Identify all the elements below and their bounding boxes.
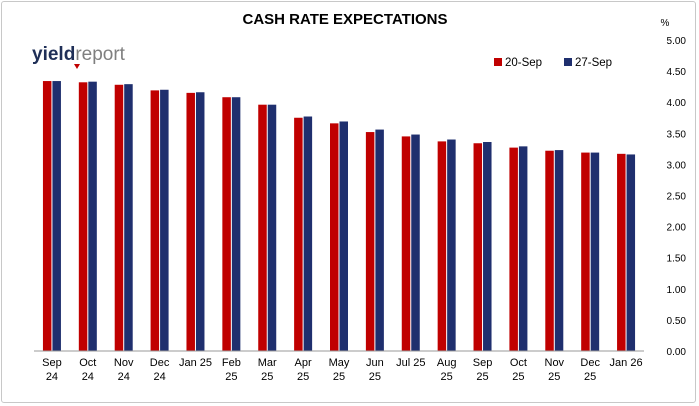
- y-tick-label: 4.00: [667, 98, 687, 109]
- x-tick-label: Jan 25: [179, 357, 212, 369]
- y-tick-label: 1.00: [667, 285, 687, 296]
- y-tick-label: 4.50: [667, 67, 687, 78]
- bar-27-sep: [518, 146, 528, 351]
- bar-20-sep: [222, 97, 231, 351]
- x-tick-label: 25: [476, 371, 488, 383]
- bar-27-sep: [411, 134, 420, 351]
- x-tick-label: Nov: [545, 357, 565, 369]
- x-tick-label: 25: [441, 371, 453, 383]
- logo-marker-icon: [74, 64, 80, 69]
- y-axis-unit-label: %: [661, 18, 670, 29]
- y-tick-label: 1.50: [667, 254, 687, 265]
- y-tick-label: 0.50: [667, 316, 687, 327]
- x-tick-label: Feb: [222, 357, 241, 369]
- bar-27-sep: [52, 81, 61, 352]
- bar-27-sep: [160, 89, 169, 351]
- bar-20-sep: [258, 104, 267, 351]
- bar-27-sep: [231, 97, 241, 351]
- bar-20-sep: [150, 90, 160, 351]
- y-tick-label: 5.00: [667, 36, 687, 47]
- bar-27-sep: [590, 152, 600, 351]
- y-tick-label: 3.50: [667, 129, 687, 140]
- logo: yieldreport: [32, 44, 126, 69]
- y-tick-label: 3.00: [667, 160, 687, 171]
- bar-27-sep: [375, 129, 384, 351]
- legend-label-27-sep: 27-Sep: [575, 57, 612, 69]
- legend-swatch-27-sep: [564, 58, 572, 66]
- y-tick-label: 2.50: [667, 192, 687, 203]
- x-tick-label: Jan 26: [610, 357, 643, 369]
- legend: 20-Sep 27-Sep: [494, 57, 612, 69]
- bar-20-sep: [545, 150, 554, 351]
- x-tick-label: 24: [153, 371, 165, 383]
- bar-20-sep: [78, 82, 88, 352]
- y-tick-label: 0.00: [667, 347, 687, 358]
- bars: [42, 81, 636, 352]
- bar-20-sep: [581, 152, 590, 351]
- bar-20-sep: [186, 92, 195, 352]
- bar-27-sep: [339, 121, 348, 351]
- bar-20-sep: [114, 84, 124, 351]
- logo-text: yieldreport: [32, 44, 126, 65]
- x-tick-label: 24: [46, 371, 58, 383]
- x-tick-label: Nov: [114, 357, 134, 369]
- x-tick-label: 25: [225, 371, 237, 383]
- bar-27-sep: [447, 139, 456, 351]
- x-tick-label: Apr: [295, 357, 312, 369]
- bar-20-sep: [437, 141, 447, 351]
- bar-27-sep: [303, 116, 313, 351]
- x-tick-label: 25: [548, 371, 560, 383]
- bar-20-sep: [294, 117, 303, 351]
- bar-20-sep: [365, 132, 375, 351]
- bar-20-sep: [42, 81, 52, 352]
- x-tick-label: May: [329, 357, 350, 369]
- x-tick-label: 25: [261, 371, 273, 383]
- x-tick-label: Oct: [510, 357, 527, 369]
- x-tick-label: 24: [82, 371, 94, 383]
- x-tick-label: Sep: [42, 357, 62, 369]
- y-axis-ticks: 0.00 0.50 1.00 1.50 2.00 2.50 3.00 3.50 4.00 4.50…: [667, 36, 687, 358]
- legend-swatch-20-sep: [494, 58, 502, 66]
- bar-27-sep: [195, 92, 205, 351]
- bar-20-sep: [473, 143, 483, 351]
- bar-20-sep: [509, 147, 518, 351]
- x-tick-label: 25: [297, 371, 309, 383]
- bar-27-sep: [626, 154, 636, 351]
- x-tick-label: 25: [512, 371, 524, 383]
- y-tick-label: 2.00: [667, 223, 687, 234]
- logo-part-report: report: [75, 44, 125, 65]
- x-tick-label: 25: [369, 371, 381, 383]
- x-axis-labels: Sep 24 Oct 24 Nov 24 Dec 24 Jan 25 Feb 25 Mar 25 Apr 2…: [42, 357, 642, 383]
- bar-27-sep: [483, 142, 492, 351]
- x-tick-label: Aug: [437, 357, 457, 369]
- bar-20-sep: [617, 153, 626, 351]
- x-tick-label: Jun: [366, 357, 384, 369]
- x-tick-label: 25: [584, 371, 596, 383]
- x-tick-label: Jul 25: [396, 357, 425, 369]
- legend-label-20-sep: 20-Sep: [505, 57, 542, 69]
- x-tick-label: 24: [118, 371, 130, 383]
- bar-20-sep: [330, 123, 339, 351]
- bar-27-sep: [267, 104, 277, 351]
- x-tick-label: 25: [333, 371, 345, 383]
- x-tick-label: Dec: [580, 357, 600, 369]
- bar-27-sep: [88, 81, 97, 352]
- logo-part-yield: yield: [32, 44, 75, 65]
- x-tick-label: Oct: [79, 357, 96, 369]
- bar-20-sep: [401, 136, 411, 351]
- chart-title: CASH RATE EXPECTATIONS: [242, 11, 447, 28]
- x-tick-label: Dec: [150, 357, 170, 369]
- bar-27-sep: [124, 84, 133, 351]
- bar-27-sep: [554, 150, 564, 351]
- x-tick-label: Mar: [258, 357, 277, 369]
- x-tick-label: Sep: [473, 357, 493, 369]
